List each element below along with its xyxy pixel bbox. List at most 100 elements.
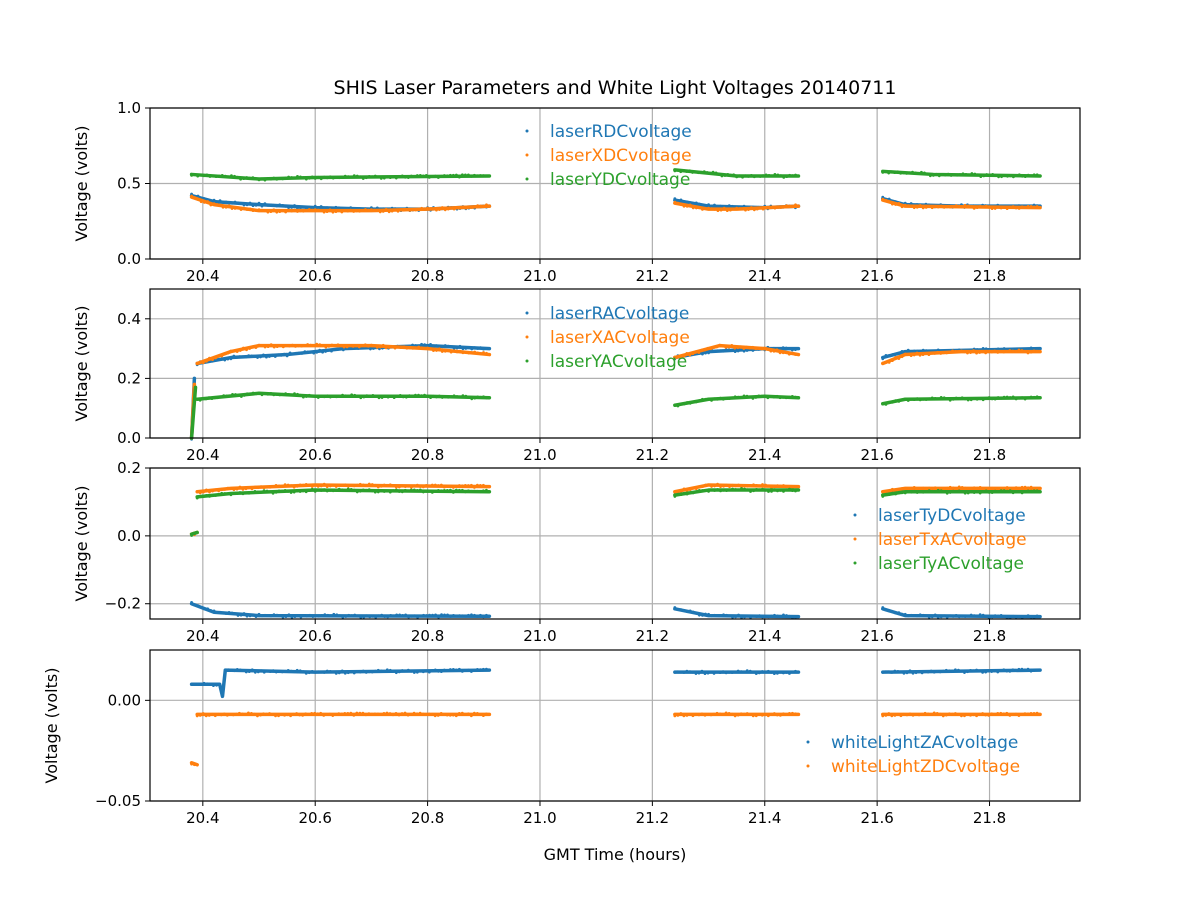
data-point	[238, 485, 242, 489]
data-point	[427, 484, 431, 488]
data-point	[404, 613, 408, 617]
data-point	[966, 204, 970, 208]
data-point	[701, 397, 704, 401]
data-point	[439, 670, 443, 673]
data-point	[887, 608, 891, 612]
data-point	[688, 353, 692, 357]
data-point	[984, 351, 988, 355]
data-point	[673, 490, 677, 494]
data-point	[396, 209, 400, 213]
data-point	[881, 357, 885, 361]
data-point	[1029, 489, 1033, 493]
data-point	[485, 174, 488, 178]
data-point	[945, 491, 949, 495]
data-point	[402, 345, 406, 349]
data-point	[409, 712, 413, 716]
data-point	[775, 394, 779, 398]
data-point	[897, 202, 901, 205]
data-point	[725, 483, 728, 487]
data-point	[993, 207, 997, 210]
data-point	[903, 491, 907, 495]
data-point	[413, 614, 417, 618]
data-point	[963, 486, 967, 490]
data-point	[211, 494, 214, 497]
data-point	[345, 345, 349, 349]
data-point	[349, 175, 353, 179]
data-point	[884, 713, 888, 717]
data-point	[400, 712, 404, 715]
data-point	[358, 482, 362, 486]
data-point	[881, 606, 885, 609]
data-point	[963, 714, 966, 718]
data-point	[482, 615, 485, 619]
data-point	[945, 615, 949, 619]
data-point	[226, 351, 230, 355]
y-tick-label: 0.0	[117, 250, 141, 268]
data-point	[385, 489, 389, 493]
data-point	[972, 397, 976, 400]
data-point	[676, 608, 680, 612]
plot-frame	[149, 288, 1081, 439]
data-point	[710, 614, 713, 618]
data-point	[321, 350, 325, 354]
x-tick-label: 21.8	[973, 627, 1006, 645]
data-point	[253, 355, 256, 358]
chart-title: SHIS Laser Parameters and White Light Vo…	[334, 77, 897, 99]
data-point	[741, 175, 744, 179]
data-point	[972, 713, 975, 717]
data-point	[207, 713, 211, 717]
data-point	[772, 395, 776, 399]
data-point	[485, 351, 488, 355]
data-point	[963, 397, 967, 401]
data-point	[472, 486, 476, 489]
data-point	[242, 612, 246, 615]
data-point	[251, 345, 255, 349]
data-point	[764, 206, 768, 209]
data-point	[394, 671, 398, 675]
data-point	[389, 395, 393, 398]
data-point	[1017, 667, 1021, 671]
data-point	[423, 343, 426, 347]
data-point	[319, 177, 323, 181]
data-point	[773, 613, 776, 617]
data-point	[208, 356, 211, 360]
data-point	[745, 712, 749, 715]
data-point	[380, 613, 384, 617]
data-point	[319, 670, 323, 674]
data-point	[337, 206, 341, 210]
data-point	[446, 395, 450, 399]
data-point	[304, 209, 308, 212]
data-point	[379, 713, 383, 716]
data-point	[376, 485, 380, 489]
data-point	[457, 667, 461, 671]
data-point	[887, 493, 891, 497]
data-point	[969, 613, 973, 617]
data-point	[374, 395, 378, 398]
data-point	[736, 669, 740, 673]
data-point	[761, 207, 765, 211]
data-point	[316, 208, 320, 212]
data-point	[736, 346, 740, 350]
data-point	[454, 173, 458, 177]
data-point	[364, 670, 368, 674]
data-point	[307, 713, 311, 716]
data-point	[311, 615, 315, 618]
data-point	[673, 495, 677, 498]
data-point	[710, 488, 713, 492]
y-axis-label: Voltage (volts)	[72, 486, 91, 602]
data-point	[685, 492, 689, 496]
data-point	[277, 484, 281, 488]
data-point	[256, 490, 260, 494]
data-point	[391, 489, 395, 493]
data-point	[292, 485, 296, 489]
data-point	[749, 484, 752, 487]
data-point	[431, 613, 434, 617]
data-point	[367, 488, 371, 492]
data-point	[217, 174, 221, 178]
data-point	[972, 491, 976, 494]
data-point	[282, 352, 286, 356]
data-point	[385, 484, 389, 487]
data-point	[289, 714, 292, 718]
data-point	[349, 711, 353, 715]
data-point	[370, 712, 374, 716]
